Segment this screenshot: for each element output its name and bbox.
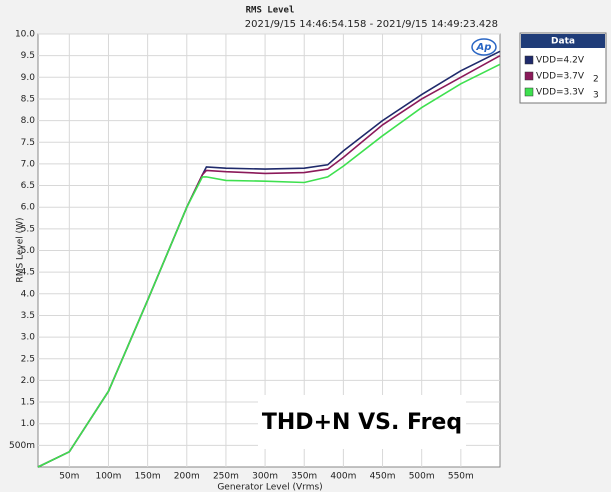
x-tick-label: 400m (330, 472, 356, 482)
legend-label: VDD=3.7V (536, 72, 585, 82)
y-tick-label: 8.0 (21, 116, 36, 126)
y-tick-label: 5.0 (21, 246, 36, 256)
x-tick-label: 150m (135, 472, 161, 482)
y-tick-label: 8.5 (21, 94, 35, 104)
x-tick-label: 50m (59, 472, 79, 482)
x-tick-label: 250m (213, 472, 239, 482)
y-tick-label: 4.5 (21, 268, 35, 278)
y-tick-label: 4.0 (21, 289, 36, 299)
legend-trace: 2 (593, 75, 599, 85)
x-tick-label: 350m (291, 472, 317, 482)
x-axis-label: Generator Level (Vrms) (217, 483, 322, 492)
x-tick-label: 500m (409, 472, 435, 482)
y-tick-label: 5.5 (21, 224, 35, 234)
x-tick-label: 550m (448, 472, 474, 482)
y-tick-label: 2.5 (21, 354, 35, 364)
y-tick-label: 9.5 (21, 51, 35, 61)
legend-label: VDD=4.2V (536, 56, 585, 66)
y-tick-label: 7.0 (21, 159, 36, 169)
legend-header (521, 34, 605, 48)
y-tick-label: 6.0 (21, 203, 36, 213)
annotation-box (258, 395, 466, 449)
legend-swatch (524, 87, 534, 97)
data-line (37, 63, 501, 468)
legend-trace: 3 (593, 91, 599, 101)
logo: Ap (476, 42, 492, 53)
legend-title: Data (551, 37, 575, 47)
legend-label: VDD=3.3V (536, 88, 585, 98)
chart-title: RMS Level (246, 6, 295, 16)
annotation: THD+N VS. Freq (262, 410, 462, 435)
y-axis-label: RMS Level (W) (16, 217, 26, 282)
y-tick-label: 3.5 (21, 311, 35, 321)
legend-swatch (524, 71, 534, 81)
y-tick-label: 10.0 (15, 30, 35, 40)
y-tick-label: 9.0 (21, 73, 36, 83)
x-tick-label: 100m (95, 472, 121, 482)
x-tick-label: 450m (370, 472, 396, 482)
chart-subtitle: 2021/9/15 14:46:54.158 - 2021/9/15 14:49… (245, 19, 498, 30)
y-tick-label: 1.5 (21, 398, 35, 408)
x-tick-label: 200m (174, 472, 200, 482)
y-tick-label: 6.5 (21, 181, 35, 191)
legend-swatch (524, 55, 534, 65)
y-tick-label: 500m (9, 441, 35, 451)
y-tick-label: 7.5 (21, 138, 35, 148)
x-tick-label: 300m (252, 472, 278, 482)
y-tick-label: 3.0 (21, 333, 36, 343)
y-tick-label: 2.0 (21, 376, 36, 386)
y-tick-label: 1.0 (21, 419, 36, 429)
logo-ring (471, 38, 497, 56)
